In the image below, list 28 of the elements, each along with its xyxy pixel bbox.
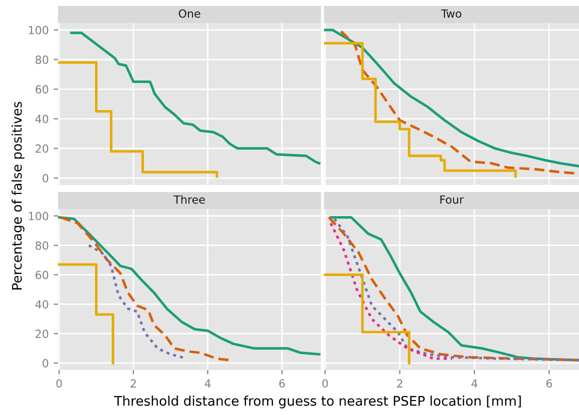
- chart-title: Four: [440, 195, 464, 204]
- y-tick-label: 40: [35, 114, 48, 124]
- y-tick-label: 100: [28, 26, 48, 34]
- y-axis-title: Percentage of false positives: [12, 102, 24, 290]
- x-tick-label: 6: [546, 379, 552, 388]
- y-tick-label: 60: [36, 85, 48, 94]
- y-tick-label: 100: [28, 212, 48, 220]
- line-series: [70, 32, 320, 164]
- x-tick-label: 4: [204, 379, 211, 388]
- y-tick-label: 80: [36, 56, 48, 64]
- chart-title: Three: [174, 195, 205, 204]
- chart-title: One: [178, 9, 200, 18]
- y-tick-label: 20: [36, 330, 48, 338]
- x-axis-title: Threshold distance from guess to nearest PSEP location [mm]: [114, 396, 521, 408]
- x-tick-label: 6: [279, 379, 285, 388]
- x-tick-label: 4: [471, 379, 478, 388]
- chart-title: Two: [441, 9, 462, 18]
- y-tick-label: 0: [42, 359, 48, 368]
- line-series: [60, 216, 232, 362]
- y-tick-label: 20: [36, 144, 48, 153]
- y-tick-label: 40: [35, 300, 48, 309]
- x-tick-label: 2: [397, 379, 402, 388]
- y-tick-label: 0: [42, 174, 48, 182]
- y-tick-label: 60: [36, 270, 48, 280]
- y-tick-label: 80: [36, 241, 48, 250]
- x-tick-label: 0: [56, 379, 62, 388]
- x-tick-label: 2: [130, 379, 136, 388]
- x-tick-label: 0: [322, 379, 328, 388]
